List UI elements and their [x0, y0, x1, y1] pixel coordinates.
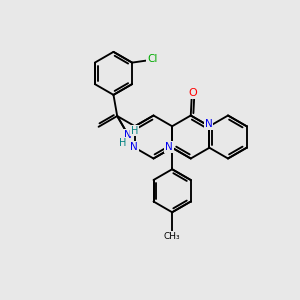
- Text: N: N: [130, 142, 138, 152]
- Text: N: N: [165, 142, 173, 152]
- Text: N: N: [205, 119, 212, 129]
- Text: O: O: [188, 88, 197, 98]
- Text: H: H: [119, 138, 127, 148]
- Text: Cl: Cl: [147, 55, 157, 64]
- Text: CH₃: CH₃: [164, 232, 181, 241]
- Text: N: N: [124, 130, 132, 140]
- Text: H: H: [131, 126, 139, 136]
